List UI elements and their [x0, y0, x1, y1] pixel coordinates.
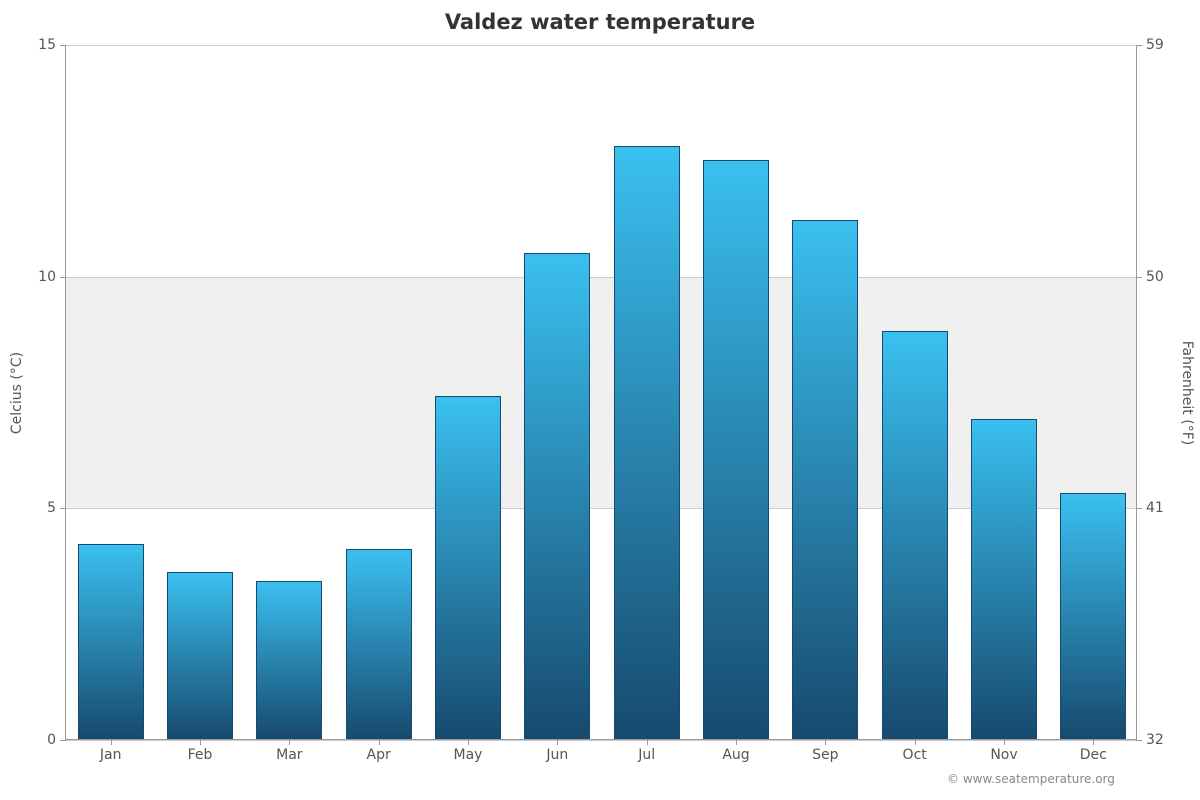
- bars-container: [66, 45, 1136, 739]
- x-tick-label: Dec: [1080, 739, 1107, 763]
- plot-area: 051015 32415059 JanFebMarAprMayJunJulAug…: [65, 45, 1137, 740]
- x-tick-label: Oct: [903, 739, 927, 763]
- y-tick-right-label: 50: [1136, 269, 1164, 285]
- bar-sep: [792, 220, 858, 739]
- y-tick-left-label: 5: [47, 500, 66, 516]
- bar-apr: [346, 549, 412, 739]
- y-tick-right-label: 59: [1136, 37, 1164, 53]
- y-axis-right-label: Fahrenheit (°F): [1179, 340, 1195, 444]
- x-tick-label: Aug: [722, 739, 749, 763]
- copyright-text: © www.seatemperature.org: [947, 772, 1115, 786]
- y-tick-right-label: 41: [1136, 500, 1164, 516]
- x-tick-label: Sep: [812, 739, 838, 763]
- y-tick-left-label: 0: [47, 732, 66, 748]
- bar-jul: [614, 146, 680, 739]
- bar-dec: [1060, 493, 1126, 739]
- bar-may: [435, 396, 501, 739]
- bar-jan: [78, 544, 144, 739]
- y-axis-left-label: Celcius (°C): [9, 351, 25, 433]
- gridline: [66, 740, 1136, 741]
- bar-nov: [971, 419, 1037, 739]
- x-tick-label: Feb: [188, 739, 213, 763]
- bar-mar: [256, 581, 322, 739]
- water-temperature-chart: Valdez water temperature 051015 32415059…: [0, 0, 1200, 800]
- bar-jun: [524, 253, 590, 740]
- x-tick-label: May: [454, 739, 483, 763]
- y-tick-right-label: 32: [1136, 732, 1164, 748]
- bar-aug: [703, 160, 769, 739]
- y-tick-left-label: 15: [38, 37, 66, 53]
- x-tick-label: Jan: [100, 739, 122, 763]
- x-tick-label: Mar: [276, 739, 302, 763]
- y-tick-left-label: 10: [38, 269, 66, 285]
- bar-oct: [882, 331, 948, 739]
- x-tick-label: Jul: [638, 739, 655, 763]
- x-tick-label: Apr: [367, 739, 391, 763]
- bar-feb: [167, 572, 233, 739]
- chart-title: Valdez water temperature: [0, 10, 1200, 34]
- x-tick-label: Jun: [546, 739, 568, 763]
- x-tick-label: Nov: [990, 739, 1017, 763]
